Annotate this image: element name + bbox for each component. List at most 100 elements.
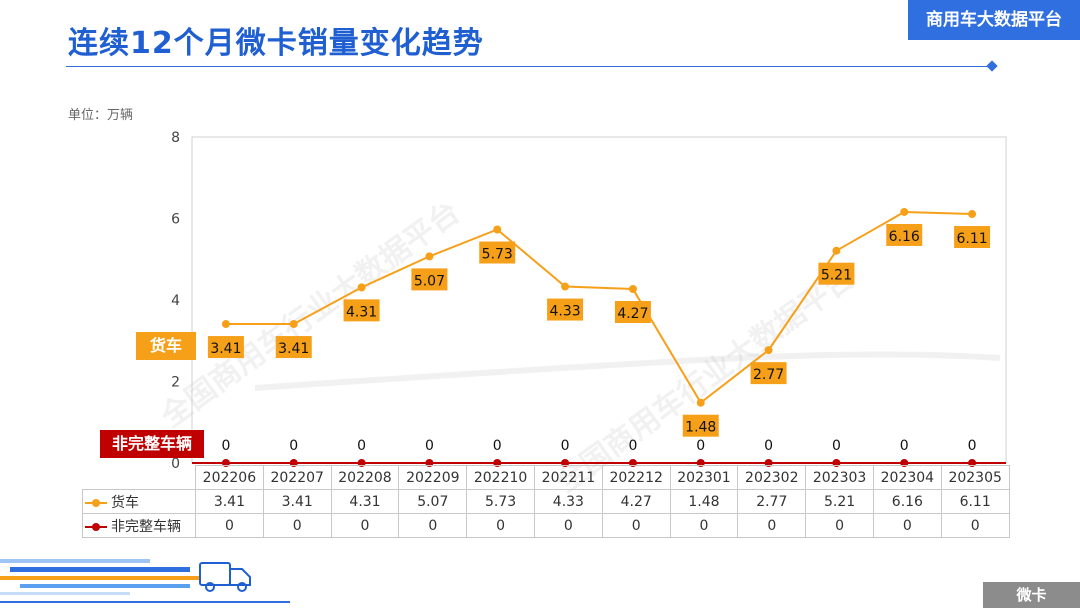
data-label-huoche: 4.31 bbox=[346, 304, 377, 320]
y-tick-label: 8 bbox=[171, 130, 180, 146]
data-label-feiwanzheng: 0 bbox=[900, 438, 909, 454]
x-tick-label: 202303 bbox=[805, 465, 874, 490]
data-label-box bbox=[275, 336, 312, 359]
x-tick-label: 202301 bbox=[669, 465, 739, 490]
truck-icon bbox=[199, 562, 251, 592]
data-label-feiwanzheng: 0 bbox=[968, 438, 977, 454]
data-label-huoche: 6.16 bbox=[889, 229, 920, 245]
data-label-huoche: 2.77 bbox=[753, 367, 784, 383]
data-label-feiwanzheng: 0 bbox=[696, 438, 705, 454]
data-label-feiwanzheng: 0 bbox=[832, 438, 841, 454]
data-table: 202206 202207 202208 202209 202210 202211 2022… bbox=[82, 465, 1010, 538]
data-point-huoche bbox=[561, 282, 570, 291]
x-tick-label: 202210 bbox=[466, 465, 535, 490]
data-table-cell: 0 bbox=[398, 513, 468, 538]
data-label-box bbox=[547, 298, 584, 321]
x-tick-label: 202209 bbox=[398, 465, 468, 490]
data-table-cell: 0 bbox=[940, 513, 1010, 538]
data-label-box bbox=[750, 362, 787, 385]
data-point-huoche bbox=[493, 225, 502, 234]
data-table-cell: 0 bbox=[466, 513, 535, 538]
data-label-box bbox=[614, 300, 651, 323]
truck-decoration bbox=[0, 559, 290, 603]
baseline-decoration bbox=[0, 601, 290, 603]
data-point-huoche bbox=[764, 346, 773, 355]
plot-area bbox=[191, 136, 1007, 464]
series-label-huoche: 货车 bbox=[136, 332, 196, 360]
data-table-cell: 2.77 bbox=[737, 489, 807, 514]
data-label-huoche: 5.21 bbox=[821, 268, 852, 284]
data-table-cell: 0 bbox=[805, 513, 874, 538]
series-line-huoche bbox=[225, 210, 973, 405]
data-point-huoche bbox=[832, 246, 841, 255]
data-label-feiwanzheng: 0 bbox=[425, 438, 434, 454]
data-point-huoche bbox=[221, 320, 230, 329]
data-table-cell: 0 bbox=[330, 513, 400, 538]
data-table-cell: 0 bbox=[262, 513, 332, 538]
page-title: 连续12个月微卡销量变化趋势 bbox=[68, 26, 484, 61]
data-table-cell: 0 bbox=[872, 513, 942, 538]
data-point-huoche bbox=[900, 207, 909, 216]
data-table-cell: 1.48 bbox=[669, 489, 739, 514]
brand-badge: 商用车大数据平台 bbox=[908, 0, 1080, 40]
data-table-cell: 4.27 bbox=[601, 489, 671, 514]
y-tick-label: 6 bbox=[171, 212, 180, 228]
data-label-huoche: 3.41 bbox=[278, 341, 309, 357]
data-label-feiwanzheng: 0 bbox=[493, 438, 502, 454]
data-point-huoche bbox=[425, 252, 434, 261]
data-table-series-label: 货车 bbox=[82, 489, 196, 514]
title-underline bbox=[66, 66, 992, 67]
data-label-huoche: 6.11 bbox=[956, 231, 987, 247]
data-table-cell: 6.11 bbox=[940, 489, 1010, 514]
legend-marker-feiwanzheng bbox=[85, 522, 107, 532]
data-label-box bbox=[343, 299, 380, 322]
data-label-feiwanzheng: 0 bbox=[357, 438, 366, 454]
data-label-huoche: 4.27 bbox=[617, 306, 648, 322]
data-point-huoche bbox=[289, 320, 298, 329]
x-tick-label: 202211 bbox=[533, 465, 603, 490]
data-label-box bbox=[682, 414, 719, 437]
background-swoosh bbox=[254, 351, 1001, 391]
y-tick-label: 0 bbox=[171, 456, 180, 472]
data-table-cell: 0 bbox=[195, 513, 264, 538]
legend-label-feiwanzheng: 非完整车辆 bbox=[111, 518, 181, 535]
data-table-cell: 5.07 bbox=[398, 489, 468, 514]
data-point-huoche bbox=[968, 210, 977, 219]
data-table-cell: 5.73 bbox=[466, 489, 535, 514]
data-label-box bbox=[207, 336, 244, 359]
data-label-box bbox=[818, 262, 855, 285]
data-label-feiwanzheng: 0 bbox=[628, 438, 637, 454]
data-table-series-label: 非完整车辆 bbox=[82, 513, 196, 538]
data-point-huoche bbox=[357, 283, 366, 292]
legend-label-huoche: 货车 bbox=[111, 494, 139, 511]
data-table-cell: 6.16 bbox=[872, 489, 942, 514]
data-table-cell: 5.21 bbox=[805, 489, 874, 514]
data-table-cell: 3.41 bbox=[195, 489, 264, 514]
speed-lines-decoration bbox=[0, 559, 200, 595]
legend-marker-huoche bbox=[85, 498, 107, 508]
x-tick-label: 202212 bbox=[601, 465, 671, 490]
data-table-cell: 0 bbox=[737, 513, 807, 538]
data-label-huoche: 3.41 bbox=[210, 341, 241, 357]
data-table-cell: 0 bbox=[601, 513, 671, 538]
y-tick-label: 4 bbox=[171, 293, 180, 309]
data-label-huoche: 5.73 bbox=[482, 247, 513, 263]
data-table-cell: 0 bbox=[669, 513, 739, 538]
data-label-feiwanzheng: 0 bbox=[221, 438, 230, 454]
data-table-cell: 4.31 bbox=[330, 489, 400, 514]
data-table-cell: 4.33 bbox=[533, 489, 603, 514]
data-label-huoche: 1.48 bbox=[685, 420, 716, 436]
data-point-huoche bbox=[696, 398, 705, 407]
x-tick-label: 202305 bbox=[940, 465, 1010, 490]
data-label-huoche: 4.33 bbox=[549, 304, 580, 320]
data-label-feiwanzheng: 0 bbox=[764, 438, 773, 454]
data-table-cell: 0 bbox=[533, 513, 603, 538]
data-table-cell: 3.41 bbox=[262, 489, 332, 514]
data-label-box bbox=[954, 226, 991, 249]
data-label-box bbox=[886, 223, 923, 246]
data-label-huoche: 5.07 bbox=[414, 273, 445, 289]
series-label-feiwanzheng: 非完整车辆 bbox=[100, 430, 204, 458]
x-tick-label: 202302 bbox=[737, 465, 807, 490]
unit-label: 单位：万辆 bbox=[68, 108, 134, 123]
